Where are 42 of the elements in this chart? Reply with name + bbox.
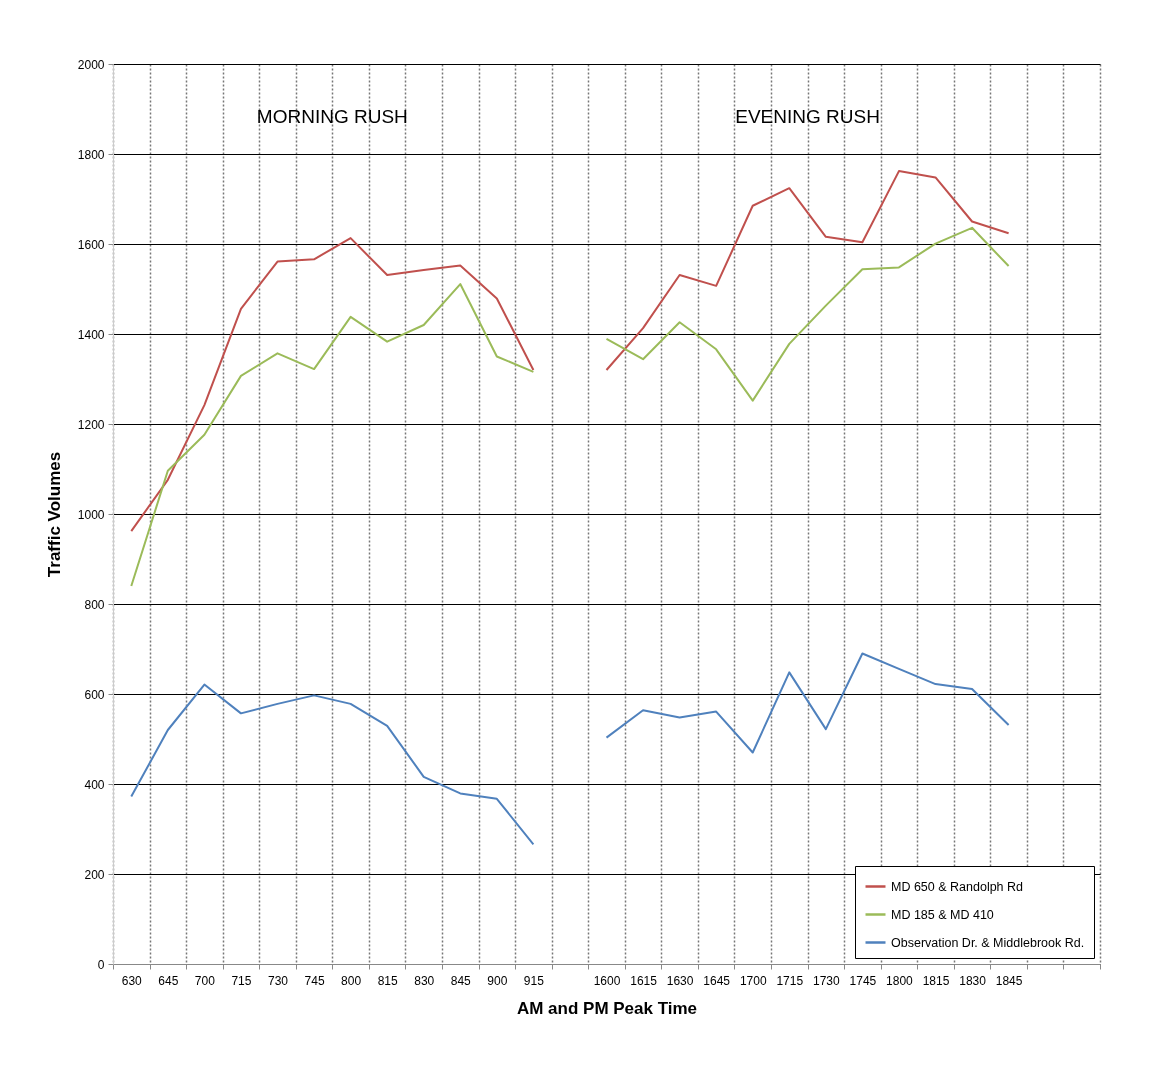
x-tick-label: 1745	[849, 973, 877, 988]
x-tick-label: 830	[414, 973, 435, 988]
x-tick-label: 1615	[630, 973, 658, 988]
y-tick-label: 1400	[77, 327, 105, 342]
legend-label: MD 185 & MD 410	[891, 907, 994, 922]
x-tick-label: 1645	[703, 973, 731, 988]
x-tick-label: 900	[487, 973, 508, 988]
y-tick-label: 0	[97, 957, 105, 972]
x-tick-label: 1715	[776, 973, 804, 988]
legend-label: Observation Dr. & Middlebrook Rd.	[891, 935, 1085, 950]
y-tick-label: 1600	[77, 237, 105, 252]
y-tick-label: 600	[84, 687, 105, 702]
y-tick-label: 1800	[77, 147, 105, 162]
y-tick-label: 400	[84, 777, 105, 792]
x-tick-label: 1630	[666, 973, 694, 988]
x-tick-label: 730	[267, 973, 289, 988]
y-tick-label: 1200	[77, 417, 105, 432]
x-tick-label: 1600	[593, 973, 621, 988]
x-tick-label: 715	[231, 973, 252, 988]
x-tick-label: 800	[341, 973, 362, 988]
x-tick-label: 645	[158, 973, 179, 988]
x-tick-label: 745	[304, 973, 325, 988]
x-tick-label: 845	[450, 973, 472, 988]
x-tick-label: 700	[194, 973, 216, 988]
legend-label: MD 650 & Randolph Rd	[891, 879, 1024, 894]
x-tick-label: 815	[377, 973, 398, 988]
y-tick-label: 800	[84, 597, 105, 612]
x-tick-label: 1830	[959, 973, 987, 988]
x-tick-label: 1800	[886, 973, 914, 988]
y-tick-label: 1000	[77, 507, 105, 522]
x-axis-title: AM and PM Peak Time	[516, 998, 698, 1018]
x-tick-label: 1815	[922, 973, 950, 988]
y-tick-label: 2000	[77, 57, 105, 72]
x-tick-label: 630	[121, 973, 143, 988]
x-tick-label: 1730	[812, 973, 840, 988]
x-tick-label: 915	[523, 973, 545, 988]
x-tick-label: 1700	[739, 973, 767, 988]
x-tick-label: 1845	[995, 973, 1023, 988]
y-axis-title: Traffic Volumes	[44, 451, 64, 578]
y-tick-label: 200	[84, 867, 105, 882]
annotation: EVENING RUSH	[735, 106, 880, 127]
annotation: MORNING RUSH	[256, 106, 408, 127]
